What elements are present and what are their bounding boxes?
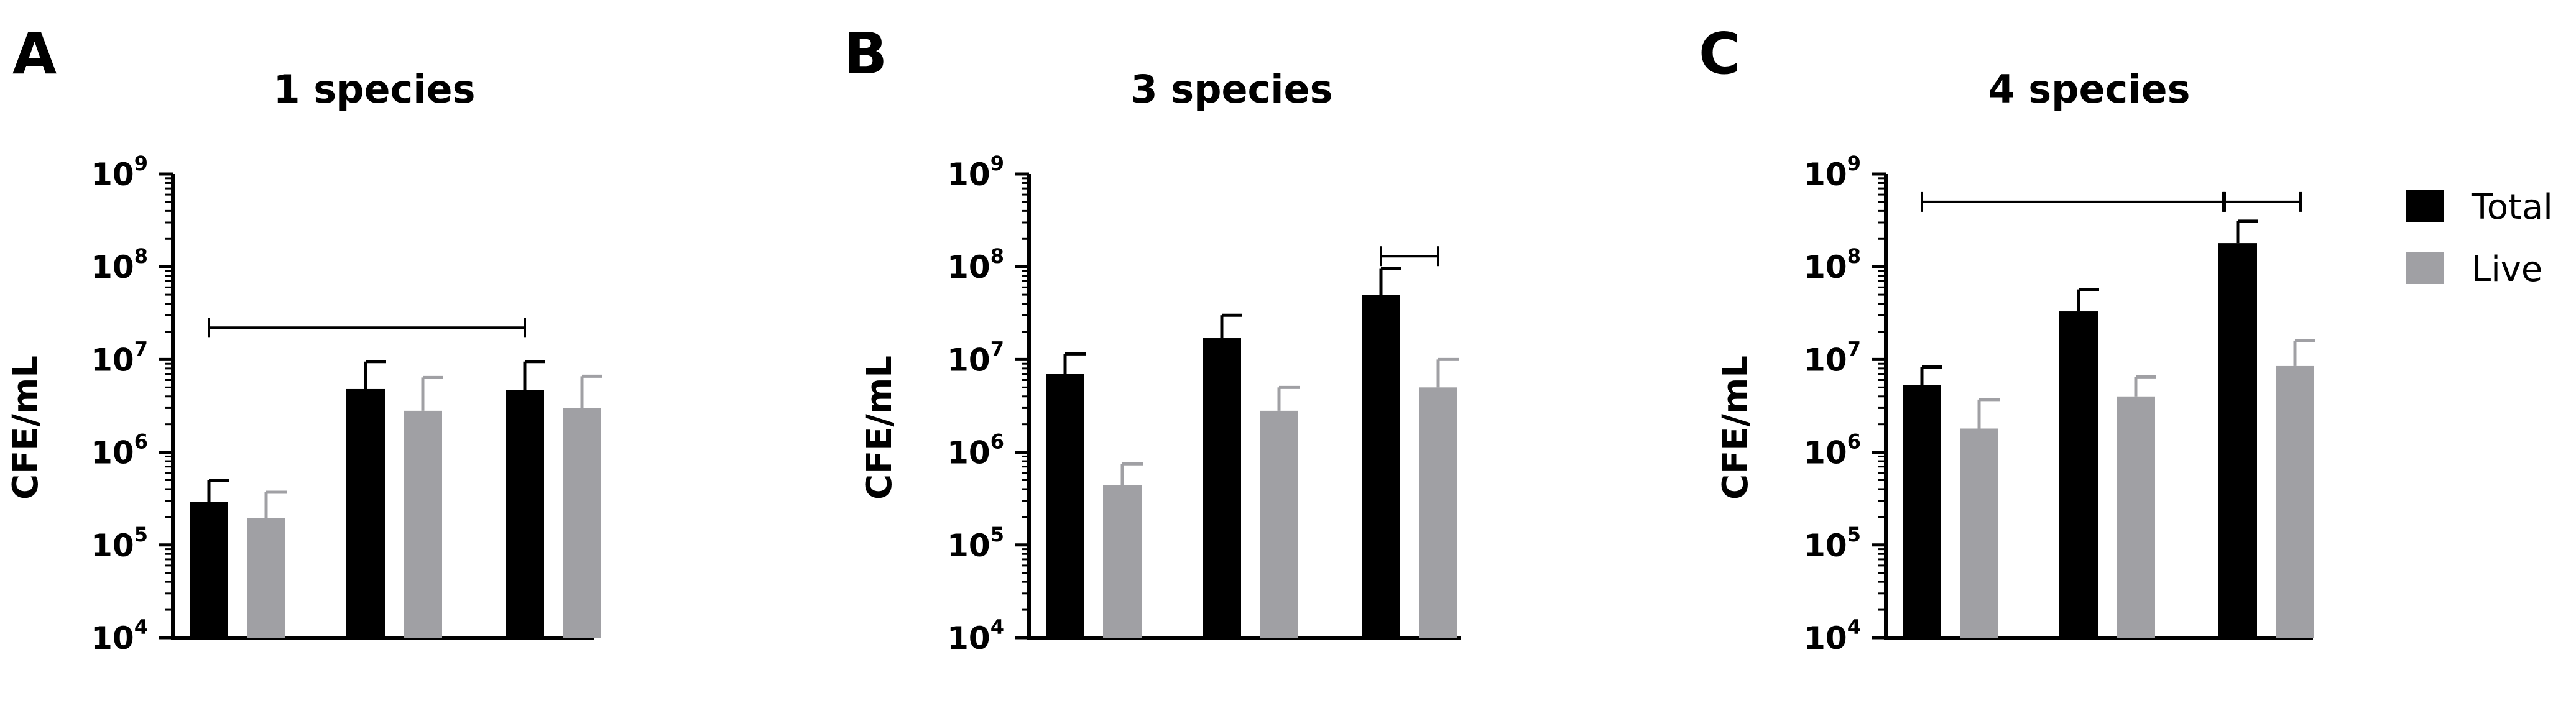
y-tick-base: 10 [91, 528, 134, 564]
y-tick-exponent: 8 [1847, 244, 1861, 268]
bar-total [1046, 374, 1084, 638]
y-tick-exponent: 9 [134, 152, 148, 175]
legend: Total Live [2406, 187, 2553, 290]
legend-label-total: Total [2471, 187, 2553, 227]
y-tick-base: 10 [947, 342, 990, 378]
bar-live [404, 410, 442, 638]
bar-live [1419, 387, 1457, 638]
y-tick-base: 10 [947, 620, 990, 656]
y-tick-label: 109 [91, 152, 148, 193]
y-tick-base: 10 [1804, 157, 1847, 193]
bar-live [1260, 410, 1298, 638]
bar-total [2059, 311, 2098, 638]
y-tick-base: 10 [947, 249, 990, 285]
panel-letter-a: A [12, 21, 57, 87]
legend-swatch-live [2406, 252, 2444, 284]
bar-live [563, 408, 601, 638]
legend-swatch-total [2406, 190, 2444, 222]
y-axis-label-a: CFE/mL [6, 356, 46, 500]
y-tick-base: 10 [947, 528, 990, 564]
bar-total [1903, 385, 1941, 638]
y-tick-exponent: 9 [990, 152, 1004, 175]
y-tick-exponent: 4 [990, 615, 1004, 639]
chart-title-b: 3 species [1130, 67, 1332, 112]
y-tick-base: 10 [947, 435, 990, 471]
y-tick-exponent: 5 [1847, 523, 1861, 546]
y-tick-exponent: 7 [1847, 337, 1861, 360]
y-tick-exponent: 6 [134, 430, 148, 454]
legend-label-live: Live [2472, 249, 2542, 290]
bar-live [247, 518, 285, 638]
y-tick-label: 108 [947, 244, 1004, 285]
y-tick-label: 108 [1804, 244, 1861, 285]
y-axis-label-b: CFE/mL [859, 356, 900, 500]
y-tick-label: 106 [91, 430, 148, 471]
y-tick-exponent: 8 [134, 244, 148, 268]
chart-title-c: 4 species [1988, 67, 2190, 112]
y-tick-label: 107 [947, 337, 1004, 378]
bar-live [1103, 485, 1142, 638]
y-tick-exponent: 5 [134, 523, 148, 546]
y-tick-base: 10 [1804, 342, 1847, 378]
y-tick-label: 105 [947, 523, 1004, 564]
y-tick-label: 105 [1804, 523, 1861, 564]
y-tick-exponent: 9 [1847, 152, 1861, 175]
panel-letter-b: B [844, 21, 887, 87]
bar-live [2117, 396, 2155, 638]
bar-live [2276, 365, 2314, 638]
y-tick-exponent: 4 [1847, 615, 1861, 639]
bar-total [1203, 338, 1241, 638]
y-tick-base: 10 [947, 157, 990, 193]
y-tick-exponent: 6 [990, 430, 1004, 454]
y-tick-base: 10 [91, 435, 134, 471]
y-tick-label: 109 [947, 152, 1004, 193]
bar-total [346, 388, 385, 638]
y-tick-base: 10 [91, 157, 134, 193]
chart-title-a: 1 species [273, 67, 475, 112]
y-tick-label: 109 [1804, 152, 1861, 193]
y-tick-base: 10 [91, 249, 134, 285]
bar-total [2218, 243, 2257, 638]
y-tick-exponent: 4 [134, 615, 148, 639]
bar-live [1960, 428, 1998, 638]
y-tick-label: 106 [947, 430, 1004, 471]
y-tick-base: 10 [1804, 620, 1847, 656]
y-tick-base: 10 [1804, 528, 1847, 564]
bar-total [506, 390, 544, 638]
y-tick-label: 105 [91, 523, 148, 564]
y-tick-base: 10 [1804, 249, 1847, 285]
y-tick-label: 106 [1804, 430, 1861, 471]
y-tick-exponent: 5 [990, 523, 1004, 546]
y-tick-label: 104 [1804, 615, 1861, 656]
y-tick-base: 10 [91, 620, 134, 656]
y-tick-label: 108 [91, 244, 148, 285]
y-tick-base: 10 [1804, 435, 1847, 471]
y-tick-exponent: 7 [134, 337, 148, 360]
panel-letter-c: C [1699, 21, 1741, 87]
bar-total [190, 502, 228, 638]
y-tick-exponent: 7 [990, 337, 1004, 360]
y-tick-label: 104 [947, 615, 1004, 656]
y-tick-label: 107 [1804, 337, 1861, 378]
y-axis-label-c: CFE/mL [1715, 356, 1756, 500]
y-tick-exponent: 6 [1847, 430, 1861, 454]
y-tick-label: 107 [91, 337, 148, 378]
bar-total [1362, 295, 1400, 638]
y-tick-label: 104 [91, 615, 148, 656]
y-tick-base: 10 [91, 342, 134, 378]
y-tick-exponent: 8 [990, 244, 1004, 268]
